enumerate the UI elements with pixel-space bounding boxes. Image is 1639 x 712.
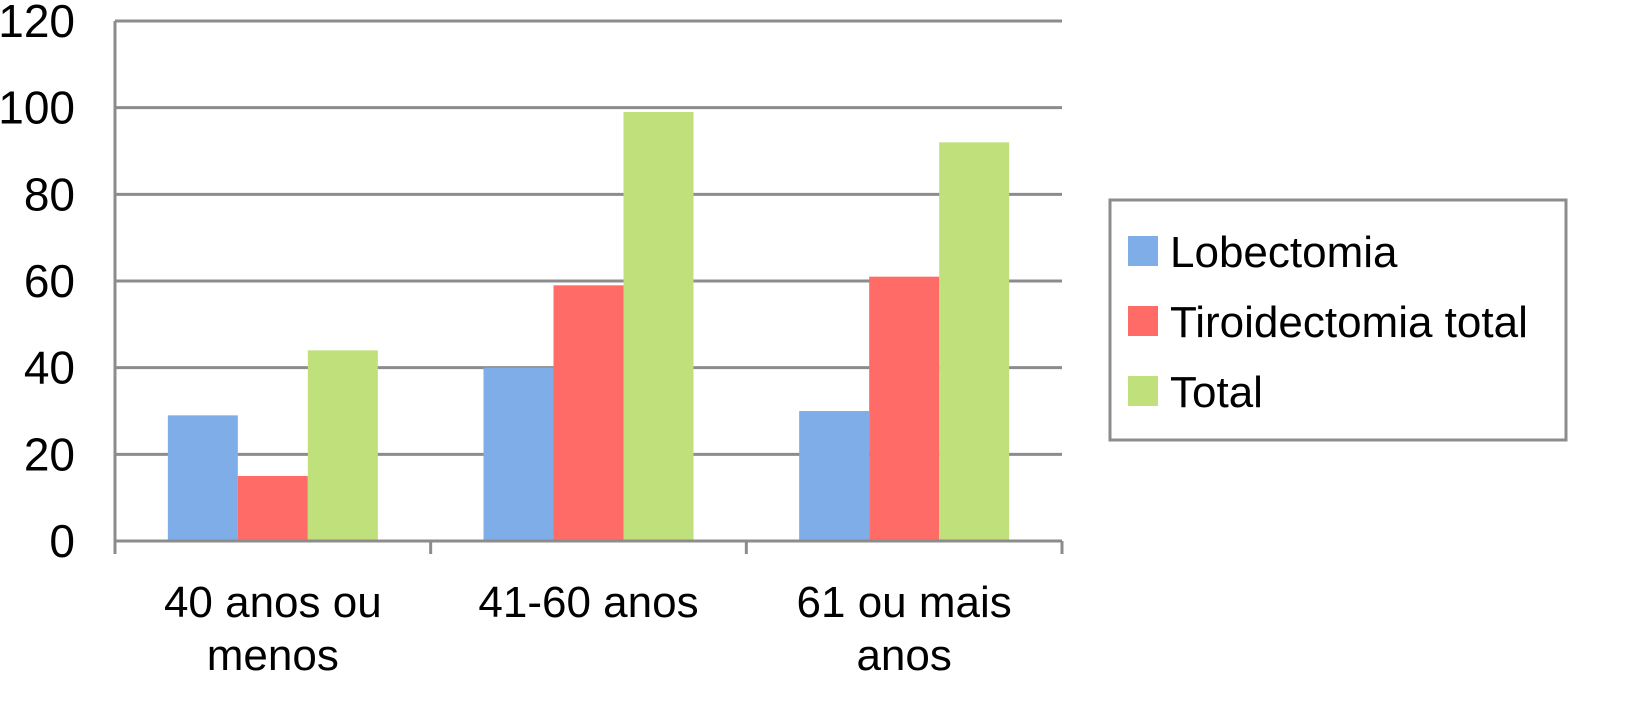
bar-total-1	[623, 112, 694, 541]
bar-lobectomia-2	[799, 411, 870, 541]
x-category-label: 41-60 anos	[478, 578, 698, 627]
x-category-label: 40 anos ou	[164, 578, 382, 627]
legend-swatch	[1128, 236, 1158, 266]
y-tick-label: 80	[24, 168, 75, 220]
bars	[167, 112, 1010, 542]
bar-tiroidectomia-total-2	[869, 276, 940, 541]
bar-total-2	[939, 142, 1010, 542]
y-tick-label: 120	[0, 0, 75, 47]
bar-tiroidectomia-total-0	[237, 476, 308, 541]
y-tick-label: 60	[24, 255, 75, 307]
legend: Lobectomia Tiroidectomia total Total	[1108, 198, 1568, 442]
legend-label: Lobectomia	[1170, 228, 1398, 277]
y-tick-label: 20	[24, 428, 75, 480]
y-tick-label: 100	[0, 82, 75, 134]
y-tick-label: 40	[24, 342, 75, 394]
bar-lobectomia-0	[167, 415, 238, 541]
legend-swatch	[1128, 306, 1158, 336]
axes	[113, 21, 1064, 554]
bar-tiroidectomia-total-1	[553, 285, 624, 541]
bar-total-0	[307, 350, 378, 541]
x-category-label: anos	[856, 631, 951, 680]
y-tick-label: 0	[49, 515, 75, 567]
y-tick-labels: 0 20 40 60 80 100 120	[0, 0, 75, 567]
legend-box	[1108, 198, 1568, 442]
bar-lobectomia-1	[483, 367, 554, 541]
x-category-label: 61 ou mais	[797, 578, 1012, 627]
x-category-label: menos	[207, 631, 339, 680]
legend-swatch	[1128, 376, 1158, 406]
legend-label: Tiroidectomia total	[1170, 298, 1528, 347]
legend-label: Total	[1170, 368, 1263, 417]
